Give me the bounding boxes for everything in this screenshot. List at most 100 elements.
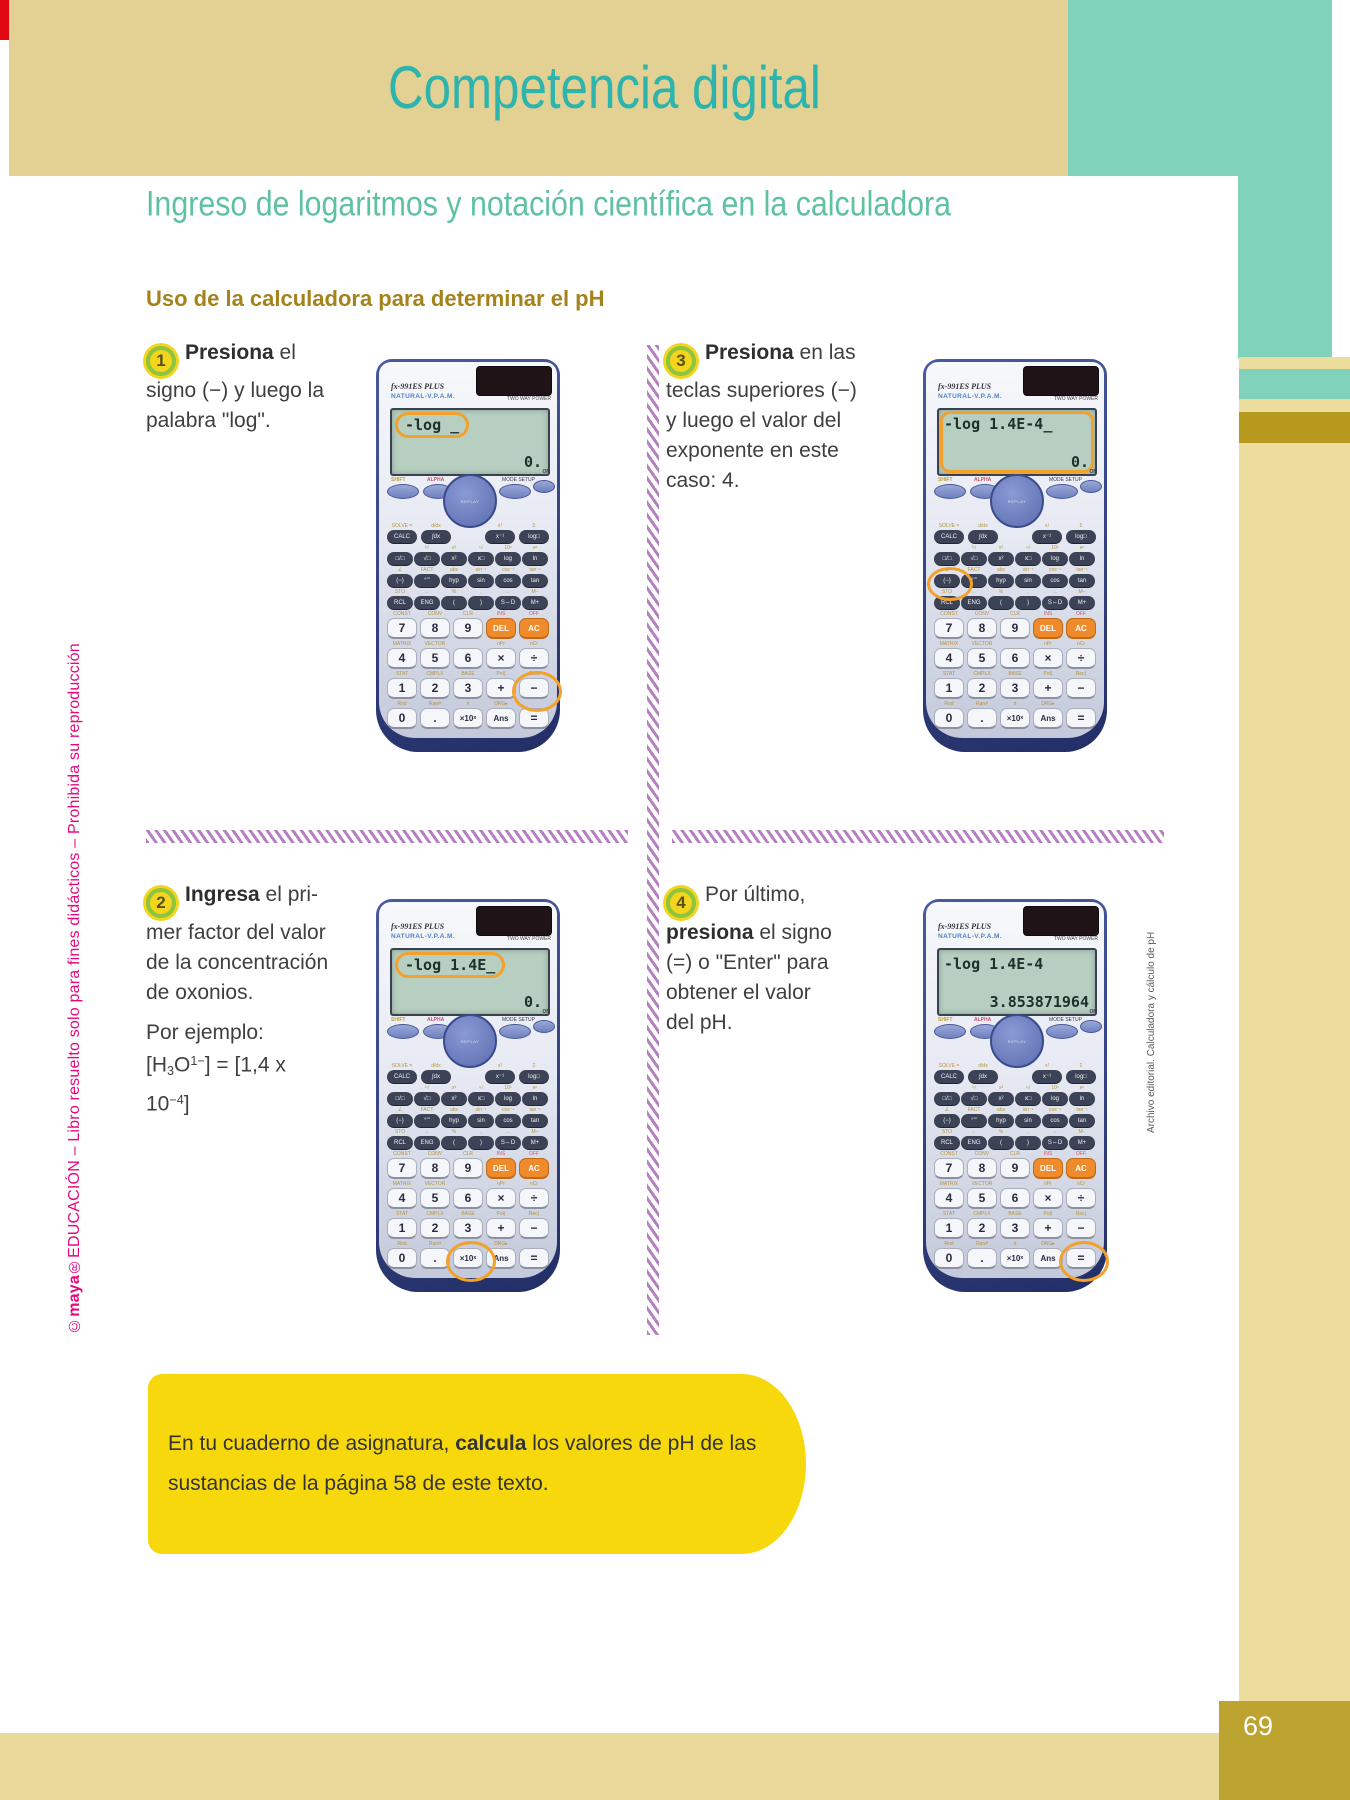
key-shift-label: ⁿ√ xyxy=(478,1085,484,1091)
calc-key: S⇔D xyxy=(495,596,521,610)
key-shift-label: sin⁻¹ xyxy=(1022,567,1034,573)
example-block: Por ejemplo: [H3O1−] = [1,4 x 10−4] xyxy=(146,1018,361,1118)
calc-key: hyp xyxy=(441,1114,467,1128)
display-line2: 0. xyxy=(523,453,542,471)
pressed-key-highlight xyxy=(927,567,973,601)
calc-key: ×10ˣ xyxy=(1000,1248,1030,1269)
key-shift-label: x³ xyxy=(451,1085,457,1091)
calc-key: Ans xyxy=(1033,708,1063,729)
calculator-body: fx-991ES PLUS NATURAL-V.P.A.M. TWO WAY POW… xyxy=(376,359,562,752)
key-shift-label: CONST xyxy=(393,1151,411,1157)
calc-key: 8 xyxy=(420,618,450,639)
page-number: 69 xyxy=(1243,1711,1274,1741)
calc-key: 9 xyxy=(1000,618,1030,639)
calc-key: ÷ xyxy=(1066,648,1096,669)
key-shift-label: abs xyxy=(449,567,459,573)
calc-key: log□ xyxy=(519,530,549,544)
calc-key: °’” xyxy=(414,1114,440,1128)
calc-key: 2 xyxy=(420,678,450,699)
key-shift-label: M− xyxy=(1078,589,1086,595)
key-shift-label: DRG▸ xyxy=(1041,1241,1055,1247)
calc-key: − xyxy=(519,1218,549,1239)
calc-key: ∫dx xyxy=(968,1070,998,1084)
key-shift-label: d/dx xyxy=(978,1063,988,1069)
calc-key: AC xyxy=(1066,618,1096,639)
calc-key: ) xyxy=(1015,1136,1041,1150)
replay-label: REPLAY xyxy=(460,498,480,504)
on-key xyxy=(1080,480,1102,493)
key-shift-label: ⁿ√ xyxy=(1025,1085,1031,1091)
key-shift-label: 10ˣ xyxy=(1051,545,1059,551)
mode-setup-label: MODE SETUP xyxy=(501,477,535,483)
calc-key: ∫dx xyxy=(421,1070,451,1084)
key-shift-label: x³ xyxy=(998,545,1004,551)
key-shift-label: OFF xyxy=(529,611,539,617)
calc-key: 5 xyxy=(420,648,450,669)
key-shift-label: sin⁻¹ xyxy=(475,567,487,573)
calc-key: = xyxy=(519,708,549,729)
calc-key: 8 xyxy=(420,1158,450,1179)
key-shift-label: nCr xyxy=(529,641,539,647)
power-label: TWO WAY POWER xyxy=(1053,396,1098,402)
step-1-text: 1 Presiona el signo (−) y luego la palabra … xyxy=(146,338,348,436)
calc-key: 0 xyxy=(934,1248,964,1269)
calc-key: Ans xyxy=(486,708,516,729)
key-shift-label: Σ xyxy=(1079,523,1083,529)
calc-key: DEL xyxy=(486,1158,516,1179)
key-shift-label: % xyxy=(998,1129,1004,1135)
calc-key: hyp xyxy=(441,574,467,588)
calc-key: log xyxy=(1042,552,1068,566)
mode-key xyxy=(499,484,531,499)
calc-key: x² xyxy=(441,1092,467,1106)
calc-key: x⁻¹ xyxy=(485,530,515,544)
calc-key: 4 xyxy=(934,1188,964,1209)
key-shift-label: , xyxy=(1027,1129,1029,1135)
calc-key: log xyxy=(495,552,521,566)
calc-key: ∫dx xyxy=(968,530,998,544)
shift-key xyxy=(387,1024,419,1039)
activity-note-box: En tu cuaderno de asignatura, calcula lo… xyxy=(148,1374,806,1554)
key-shift-label: MATRIX xyxy=(939,641,959,647)
calc-key: x□ xyxy=(1015,552,1041,566)
key-shift-label: Σ xyxy=(532,1063,536,1069)
calc-key: tan xyxy=(522,574,548,588)
on-label: ON xyxy=(542,1009,551,1015)
calc-key: ln xyxy=(522,552,548,566)
pressed-key-highlight xyxy=(1059,1241,1109,1282)
calc-key: sin xyxy=(468,574,494,588)
key-shift-label: MATRIX xyxy=(392,1181,412,1187)
key-shift-label: CMPLX xyxy=(973,671,991,677)
key-shift-label: nPr xyxy=(497,641,505,647)
key-shift-label: ↔ xyxy=(1052,589,1058,595)
key-shift-label: Σ xyxy=(1079,1063,1083,1069)
alpha-label: ALPHA xyxy=(427,1017,445,1023)
replay-label: REPLAY xyxy=(1007,498,1027,504)
key-shift-label: CONV xyxy=(974,611,990,617)
alpha-label: ALPHA xyxy=(974,477,992,483)
calc-key: . xyxy=(967,1248,997,1269)
lcd-display: -log 1.4E_ 0. xyxy=(390,948,550,1016)
solar-panel xyxy=(476,366,552,396)
on-key xyxy=(533,480,555,493)
key-shift-label: ³√ xyxy=(971,545,977,551)
calc-key: log□ xyxy=(1066,1070,1096,1084)
key-shift-label: x! xyxy=(498,1063,502,1069)
calc-key: cos xyxy=(1042,1114,1068,1128)
calc-key: 6 xyxy=(453,648,483,669)
shift-label: SHIFT xyxy=(391,1017,406,1023)
key-shift-label: FACT xyxy=(420,567,434,573)
key-shift-label: cos⁻¹ xyxy=(1048,567,1062,573)
calc-key: ln xyxy=(1069,552,1095,566)
calc-key: × xyxy=(1033,648,1063,669)
calc-key: ) xyxy=(468,596,494,610)
calc-key: CALC xyxy=(934,1070,964,1084)
display-line2: 3.853871964 xyxy=(989,993,1089,1011)
calc-key: − xyxy=(1066,678,1096,699)
key-shift-label: eˣ xyxy=(532,545,538,551)
key-shift-label: INS xyxy=(496,1151,506,1157)
calc-key: 1 xyxy=(934,1218,964,1239)
brand-system-label: NATURAL-V.P.A.M. xyxy=(391,933,456,940)
key-shift-label: STO xyxy=(394,1129,406,1135)
key-shift-label: , xyxy=(480,1129,482,1135)
calc-key: tan xyxy=(1069,1114,1095,1128)
